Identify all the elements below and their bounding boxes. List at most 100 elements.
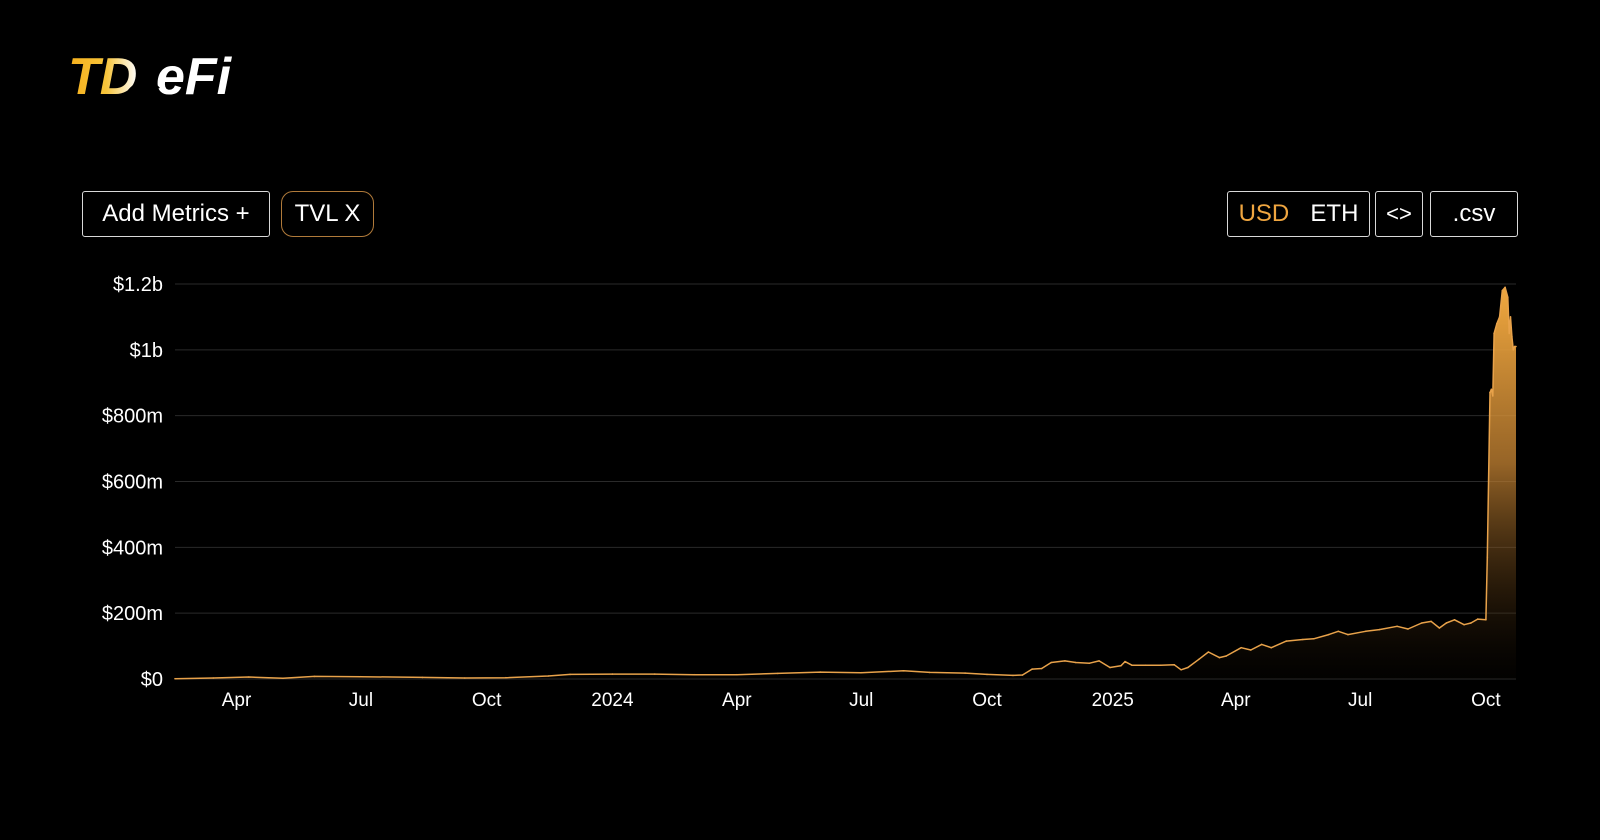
data-point (1507, 296, 1509, 299)
data-point (1515, 345, 1517, 348)
data-point (928, 671, 931, 674)
data-point (1240, 646, 1242, 649)
data-point (248, 676, 250, 678)
data-point (1131, 664, 1133, 666)
data-point (547, 675, 549, 677)
y-tick-label: $600m (102, 472, 163, 494)
currency-toggle: USD ETH (1227, 191, 1370, 237)
data-point (1312, 638, 1315, 640)
y-tick-label: $1b (130, 340, 163, 362)
data-point (1050, 661, 1052, 664)
y-tick-label: $0 (141, 669, 163, 691)
data-point (1021, 674, 1024, 676)
data-point (1270, 646, 1273, 649)
y-tick-label: $1.2b (113, 274, 163, 296)
data-point (1250, 649, 1252, 651)
currency-usd-option[interactable]: USD (1238, 200, 1290, 227)
tvl-series-line (174, 286, 1516, 680)
y-tick-label: $400m (102, 537, 163, 559)
data-point (1260, 643, 1263, 646)
x-tick-label: Apr (1221, 690, 1251, 711)
data-point (1088, 662, 1091, 664)
data-point (1337, 630, 1340, 633)
data-point (1513, 345, 1516, 348)
data-point (313, 675, 316, 678)
add-metrics-button[interactable]: Add Metrics + (82, 191, 270, 237)
data-point (1180, 669, 1182, 671)
tvl-metric-chip[interactable]: TVL X (281, 191, 374, 237)
data-point (1124, 660, 1126, 663)
data-point (505, 676, 507, 679)
x-axis: Apr Jul Oct 2024 Apr Jul Oct 2025 Apr Jul Oct (222, 690, 1502, 711)
y-tick-label: $800m (102, 406, 163, 428)
data-point (1508, 332, 1510, 335)
data-point (1109, 666, 1111, 669)
x-tick-label: Apr (722, 690, 752, 711)
data-point (1407, 628, 1409, 630)
x-tick-label: Oct (972, 690, 1002, 711)
data-point (1453, 619, 1456, 621)
x-tick-label: Apr (222, 690, 252, 711)
data-point (611, 673, 614, 675)
data-point (1430, 620, 1432, 623)
data-point (1364, 630, 1367, 633)
data-point (1501, 289, 1504, 292)
x-tick-label: Jul (849, 690, 873, 711)
series-group (174, 286, 1517, 680)
currency-eth-option[interactable]: ETH (1310, 200, 1359, 227)
x-tick-label: 2025 (1092, 690, 1134, 711)
x-tick-label: Oct (1471, 690, 1501, 711)
data-point (1509, 316, 1512, 318)
data-point (1504, 286, 1506, 289)
panther-icon (128, 81, 160, 92)
data-point (1486, 556, 1489, 558)
data-point (1496, 322, 1498, 325)
data-point (654, 673, 656, 675)
data-point (1445, 622, 1448, 624)
data-point (1490, 388, 1493, 391)
x-tick-label: Jul (349, 690, 373, 711)
data-point (1489, 391, 1491, 394)
data-point (1187, 666, 1189, 669)
data-point (174, 677, 176, 680)
data-point (693, 673, 696, 676)
data-point (421, 676, 424, 679)
data-point (1225, 655, 1227, 657)
data-point (819, 671, 821, 673)
data-point (1285, 640, 1288, 642)
data-point (1511, 335, 1513, 338)
data-point (1493, 332, 1495, 335)
data-point (1098, 660, 1100, 662)
data-point (212, 677, 215, 679)
data-point (464, 677, 466, 679)
data-point (777, 672, 779, 675)
data-point (1075, 661, 1077, 664)
embed-code-button[interactable]: <> (1375, 191, 1423, 237)
data-point (569, 673, 571, 676)
data-point (282, 677, 284, 680)
data-point (1476, 618, 1479, 620)
data-point (736, 673, 738, 676)
download-csv-button[interactable]: .csv (1430, 191, 1518, 237)
data-point (860, 671, 862, 674)
data-point (1207, 651, 1210, 653)
data-point (1378, 628, 1381, 631)
data-point (1031, 668, 1033, 670)
data-point (1144, 664, 1147, 666)
logo-text-left: TD (68, 48, 137, 100)
data-point (902, 670, 905, 672)
data-point (1159, 664, 1162, 666)
logo-text-right: eFi (156, 48, 233, 100)
data-point (1512, 349, 1515, 351)
data-point (1064, 660, 1066, 662)
data-point (986, 673, 988, 676)
data-point (1498, 316, 1501, 318)
data-point (1492, 395, 1494, 397)
y-tick-label: $200m (102, 603, 163, 625)
data-point (360, 675, 362, 678)
data-point (1302, 638, 1304, 641)
data-point (1438, 627, 1441, 629)
data-point (964, 672, 966, 674)
y-axis: $0 $200m $400m $600m $800m $1b $1.2b (102, 274, 163, 691)
